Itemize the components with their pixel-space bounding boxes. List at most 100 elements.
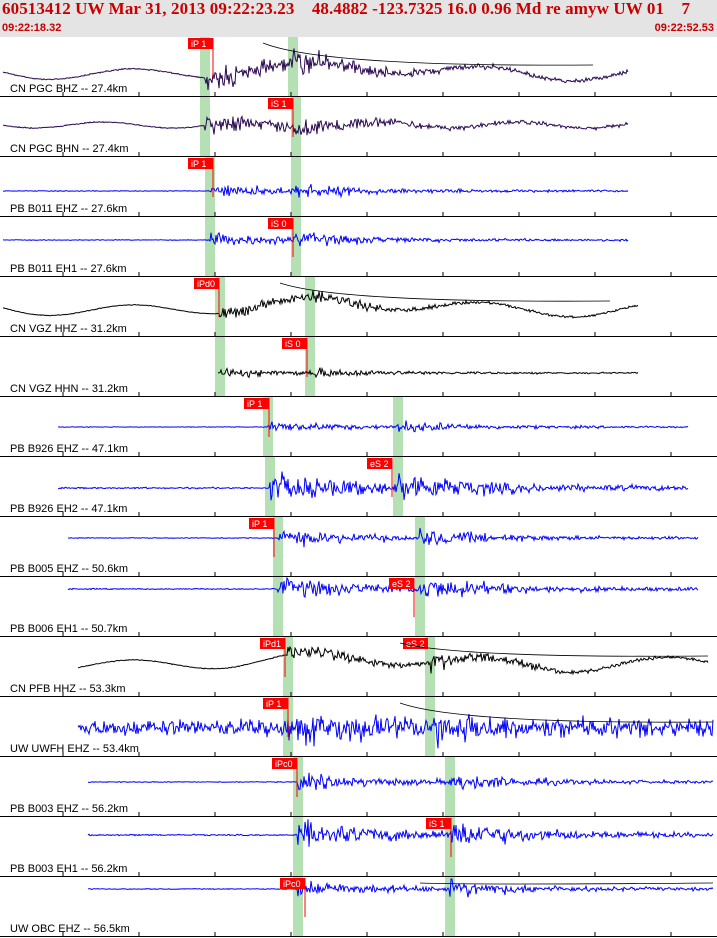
trace-panel[interactable]: iP 1 PB B005 EHZ -- 50.6km — [0, 517, 717, 577]
station-label: UW OBC EHZ -- 56.5km — [10, 923, 130, 935]
seismogram-traces: iP 1 CN PGC BHZ -- 27.4km iS 1 CN PGC BHN -… — [0, 37, 717, 938]
pick-flag[interactable] — [263, 698, 288, 709]
s-pick-window — [291, 97, 301, 156]
station-label: PB B005 EHZ -- 50.6km — [10, 563, 128, 575]
waveform-line — [57, 471, 689, 501]
trace-panel[interactable]: iS 0 CN VGZ HHN -- 31.2km — [0, 337, 717, 397]
pick-flag[interactable] — [272, 758, 297, 769]
pick-flag[interactable] — [282, 338, 307, 349]
header-bar: 60513412 UW Mar 31, 2013 09:22:23.23 48.… — [0, 0, 717, 37]
trace-panel[interactable]: iP 1 PB B926 EHZ -- 47.1km — [0, 397, 717, 457]
p-pick-window — [273, 517, 283, 576]
pick-label: iPd0 — [197, 279, 215, 289]
s-pick-window — [445, 877, 455, 936]
waveform-line — [3, 114, 629, 136]
pick-flag[interactable] — [244, 398, 269, 409]
pick-label: iP 1 — [191, 39, 206, 49]
pick-flag[interactable] — [389, 578, 414, 589]
station-label: PB B006 EH1 -- 50.7km — [10, 623, 128, 635]
pick-flag[interactable] — [367, 458, 392, 469]
waveform-plot: iP 1 — [62, 517, 699, 576]
trace-panel[interactable]: eS 2 PB B006 EH1 -- 50.7km — [0, 577, 717, 637]
waveform-plot: eS 2 — [57, 457, 689, 516]
pick-label: iS 1 — [271, 99, 287, 109]
pick-flag[interactable] — [280, 878, 305, 889]
waveform-line — [87, 878, 714, 898]
waveform-plot: iPd0 — [2, 277, 672, 336]
s-pick-window — [445, 817, 455, 876]
trace-panel[interactable]: iPc0 UW OBC EHZ -- 56.5km — [0, 877, 717, 937]
waveform-plot: iPc0 — [62, 877, 714, 936]
station-label: CN PFB HHZ -- 53.3km — [10, 683, 126, 695]
pick-label: iS 0 — [271, 219, 287, 229]
trace-panel[interactable]: iPc0 PB B003 EHZ -- 56.2km — [0, 757, 717, 817]
s-pick-window — [305, 277, 315, 336]
trace-panel[interactable]: eS 2 PB B926 EH2 -- 47.1km — [0, 457, 717, 517]
pick-flag[interactable] — [188, 158, 213, 169]
pick-label: iP 1 — [191, 159, 206, 169]
s-pick-window — [415, 517, 425, 576]
waveform-plot: iP 1 — [62, 697, 714, 756]
pick-label-secondary: eS 2 — [406, 639, 425, 649]
trace-panel[interactable]: iP 1 CN PGC BHZ -- 27.4km — [0, 37, 717, 97]
pick-label: iP 1 — [252, 519, 267, 529]
p-pick-window — [293, 817, 303, 876]
pick-flag[interactable] — [188, 38, 213, 49]
waveform-line — [58, 420, 689, 433]
pick-flag[interactable] — [194, 278, 219, 289]
trace-panel[interactable]: iS 1 CN PGC BHN -- 27.4km — [0, 97, 717, 157]
station-label: PB B003 EH1 -- 56.2km — [10, 863, 128, 875]
end-time: 09:22:52.53 — [654, 22, 714, 34]
p-pick-window — [200, 97, 210, 156]
waveform-line — [77, 645, 709, 676]
s-pick-window — [393, 457, 403, 516]
coda-duration-curve — [262, 42, 594, 66]
waveform-plot: iPc0 — [62, 757, 714, 816]
waveform-plot: iS 1 — [62, 817, 714, 876]
waveform-plot: iP 1 — [58, 397, 689, 456]
waveform-line — [217, 366, 639, 379]
waveform-line — [87, 772, 714, 791]
pick-flag-secondary[interactable] — [403, 638, 428, 649]
pick-label: iPd1 — [263, 639, 281, 649]
p-pick-window — [293, 877, 303, 936]
pick-flag[interactable] — [268, 98, 293, 109]
waveform-line — [3, 231, 629, 247]
pick-label: iS 0 — [285, 339, 301, 349]
p-pick-window — [273, 577, 283, 636]
trace-panel[interactable]: iS 1 PB B003 EH1 -- 56.2km — [0, 817, 717, 877]
waveform-line — [77, 714, 714, 749]
station-label: CN PGC BHN -- 27.4km — [10, 143, 129, 155]
s-pick-window — [288, 37, 298, 96]
waveform-plot: eS 2 — [62, 577, 699, 636]
station-label: CN PGC BHZ -- 27.4km — [10, 83, 128, 95]
p-pick-window — [205, 217, 215, 276]
waveform-line — [3, 184, 629, 199]
coda-duration-curve — [419, 882, 714, 885]
p-pick-window — [200, 37, 210, 96]
station-label: UW UWFH EHZ -- 53.4km — [10, 743, 139, 755]
waveform-plot: iPd1 eS 2 — [62, 637, 709, 696]
p-pick-window — [283, 637, 293, 696]
pick-flag[interactable] — [426, 818, 451, 829]
pick-label: iS 1 — [429, 819, 445, 829]
p-pick-window — [215, 277, 225, 336]
pick-label: iP 1 — [247, 399, 262, 409]
station-label: CN VGZ HHN -- 31.2km — [10, 383, 128, 395]
start-time: 09:22:18.32 — [2, 22, 62, 34]
waveform-plot: iS 0 — [62, 337, 672, 396]
s-pick-window — [445, 757, 455, 816]
waveform-line — [87, 819, 714, 847]
pick-flag[interactable] — [268, 218, 293, 229]
waveform-plot: iP 1 — [3, 157, 672, 216]
pick-flag[interactable] — [260, 638, 285, 649]
pick-flag[interactable] — [249, 518, 274, 529]
p-pick-window — [215, 337, 225, 396]
pick-label: iPc0 — [275, 759, 293, 769]
trace-panel[interactable]: iPd0 CN VGZ HHZ -- 31.2km — [0, 277, 717, 337]
coda-duration-curve — [399, 702, 714, 723]
trace-panel[interactable]: iP 1 PB B011 EHZ -- 27.6km — [0, 157, 717, 217]
trace-panel[interactable]: iS 0 PB B011 EH1 -- 27.6km — [0, 217, 717, 277]
trace-panel[interactable]: iPd1 eS 2 CN PFB HHZ -- 53.3km — [0, 637, 717, 697]
trace-panel[interactable]: iP 1 UW UWFH EHZ -- 53.4km — [0, 697, 717, 757]
